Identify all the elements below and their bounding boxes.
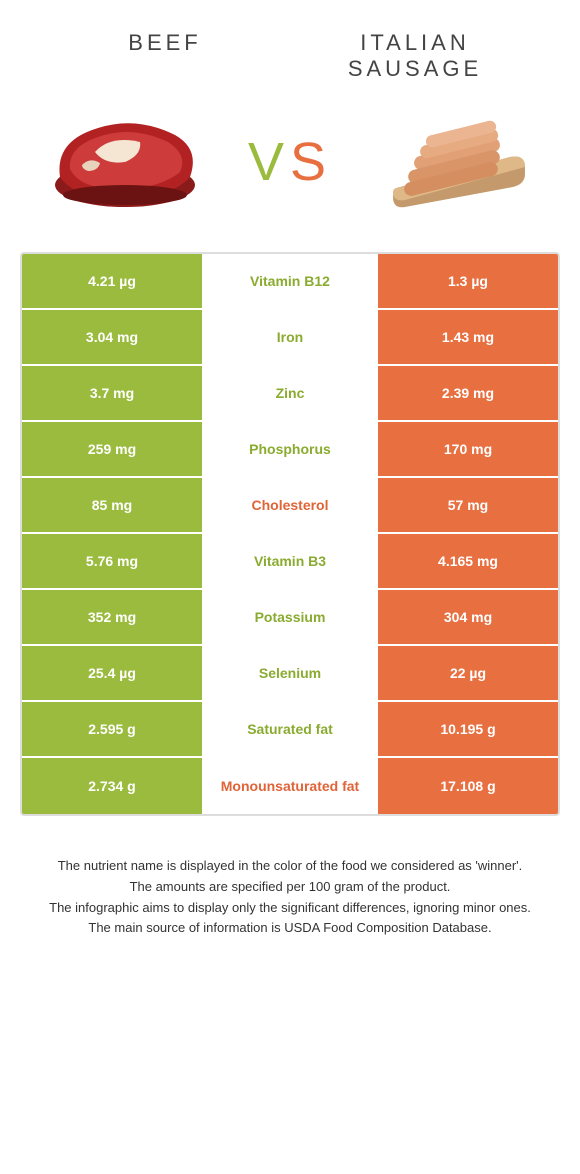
cell-right: 4.165 mg: [378, 534, 558, 588]
vs-s: S: [290, 132, 332, 192]
cell-left: 4.21 µg: [22, 254, 202, 308]
footnote: The nutrient name is displayed in the co…: [40, 856, 540, 939]
cell-label: Phosphorus: [202, 422, 378, 476]
table-row: 352 mgPotassium304 mg: [22, 590, 558, 646]
cell-left: 352 mg: [22, 590, 202, 644]
header: Beef Italian sausage: [0, 0, 580, 92]
cell-left: 25.4 µg: [22, 646, 202, 700]
cell-label: Cholesterol: [202, 478, 378, 532]
cell-label: Iron: [202, 310, 378, 364]
table-row: 2.734 gMonounsaturated fat17.108 g: [22, 758, 558, 814]
vs-label: VS: [230, 131, 350, 193]
title-right: Italian sausage: [290, 30, 540, 82]
cell-left: 2.734 g: [22, 758, 202, 814]
cell-right: 1.43 mg: [378, 310, 558, 364]
images-row: VS: [0, 92, 580, 252]
cell-right: 57 mg: [378, 478, 558, 532]
beef-image: [20, 102, 230, 222]
cell-left: 5.76 mg: [22, 534, 202, 588]
sausage-image: [350, 102, 560, 222]
footnote-line: The nutrient name is displayed in the co…: [40, 856, 540, 877]
vs-v: V: [248, 132, 290, 192]
cell-label: Vitamin B3: [202, 534, 378, 588]
cell-right: 17.108 g: [378, 758, 558, 814]
table-row: 85 mgCholesterol57 mg: [22, 478, 558, 534]
table-row: 4.21 µgVitamin B121.3 µg: [22, 254, 558, 310]
table-row: 3.04 mgIron1.43 mg: [22, 310, 558, 366]
footnote-line: The infographic aims to display only the…: [40, 898, 540, 919]
title-left: Beef: [40, 30, 290, 56]
cell-right: 2.39 mg: [378, 366, 558, 420]
cell-label: Selenium: [202, 646, 378, 700]
cell-left: 85 mg: [22, 478, 202, 532]
table-row: 25.4 µgSelenium22 µg: [22, 646, 558, 702]
cell-right: 304 mg: [378, 590, 558, 644]
table-row: 5.76 mgVitamin B34.165 mg: [22, 534, 558, 590]
table-row: 259 mgPhosphorus170 mg: [22, 422, 558, 478]
cell-label: Potassium: [202, 590, 378, 644]
comparison-table: 4.21 µgVitamin B121.3 µg3.04 mgIron1.43 …: [20, 252, 560, 816]
cell-right: 1.3 µg: [378, 254, 558, 308]
cell-right: 170 mg: [378, 422, 558, 476]
cell-left: 3.04 mg: [22, 310, 202, 364]
cell-right: 10.195 g: [378, 702, 558, 756]
cell-left: 259 mg: [22, 422, 202, 476]
cell-right: 22 µg: [378, 646, 558, 700]
footnote-line: The main source of information is USDA F…: [40, 918, 540, 939]
table-row: 3.7 mgZinc2.39 mg: [22, 366, 558, 422]
cell-label: Zinc: [202, 366, 378, 420]
cell-label: Monounsaturated fat: [202, 758, 378, 814]
cell-left: 3.7 mg: [22, 366, 202, 420]
cell-left: 2.595 g: [22, 702, 202, 756]
cell-label: Saturated fat: [202, 702, 378, 756]
footnote-line: The amounts are specified per 100 gram o…: [40, 877, 540, 898]
table-row: 2.595 gSaturated fat10.195 g: [22, 702, 558, 758]
cell-label: Vitamin B12: [202, 254, 378, 308]
